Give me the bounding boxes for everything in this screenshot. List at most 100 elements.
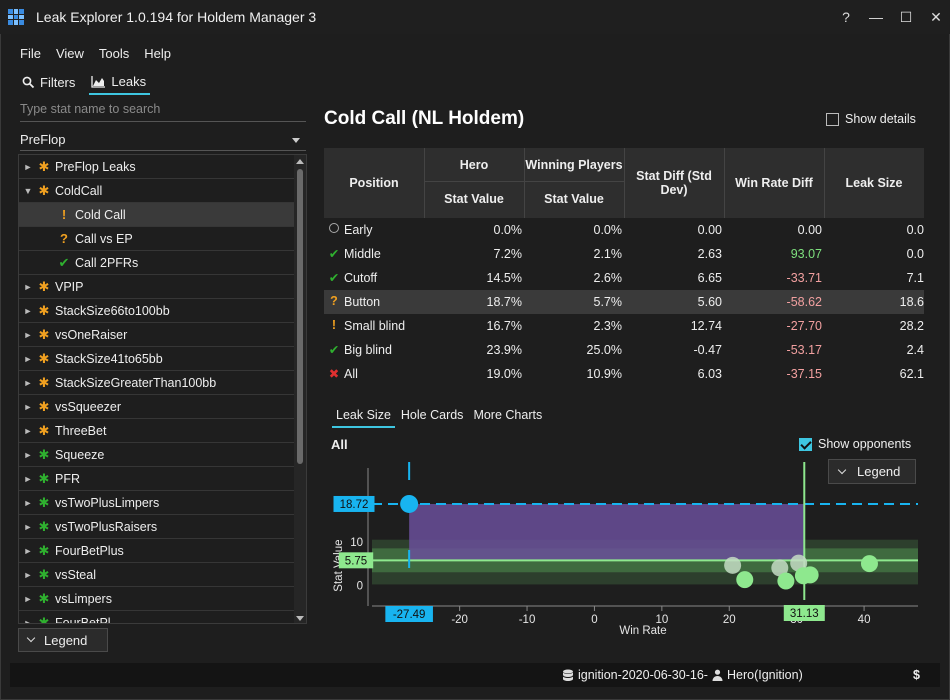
expand-arrow-icon[interactable]: ► xyxy=(23,617,33,624)
tree-item[interactable]: ► ✱ vsTwoPlusLimpers xyxy=(19,491,306,515)
table-row[interactable]: ✖ All 19.0% 10.9% 6.03 -37.15 62.1 xyxy=(324,362,924,386)
legend-button[interactable]: Legend xyxy=(18,628,108,652)
x-tick-label: 20 xyxy=(723,614,736,626)
opponent-point[interactable] xyxy=(777,572,795,590)
col-wr-diff[interactable]: Win Rate Diff xyxy=(735,176,813,190)
tree-item[interactable]: ► ✱ StackSizeGreaterThan100bb xyxy=(19,371,306,395)
expand-arrow-icon[interactable]: ► xyxy=(23,521,33,532)
chart-legend-button[interactable]: Legend xyxy=(828,459,916,484)
scroll-thumb[interactable] xyxy=(297,169,303,464)
expand-arrow-icon[interactable]: ► xyxy=(23,305,33,316)
winners-x-badge: 31.13 xyxy=(790,608,819,620)
expand-arrow-icon[interactable]: ► xyxy=(23,329,33,340)
tree-item[interactable]: ► ✱ vsSteal xyxy=(19,563,306,587)
expand-arrow-icon[interactable]: ► xyxy=(23,377,33,388)
hero-point[interactable] xyxy=(400,494,419,513)
category-dropdown[interactable]: PreFlop xyxy=(20,129,306,151)
expand-arrow-icon[interactable]: ► xyxy=(23,545,33,556)
table-row[interactable]: ✔ Middle 7.2% 2.1% 2.63 93.07 0.0 xyxy=(324,242,924,266)
tree-scrollbar[interactable] xyxy=(294,155,306,623)
col-winners-stat[interactable]: Stat Value xyxy=(544,192,604,206)
star-icon: ✱ xyxy=(38,614,50,624)
table-row[interactable]: ✔ Cutoff 14.5% 2.6% 6.65 -33.71 7.1 xyxy=(324,266,924,290)
tree-item[interactable]: ► ✱ vsOneRaiser xyxy=(19,323,306,347)
tree-item[interactable]: ▼ ✱ ColdCall xyxy=(19,179,306,203)
tree-item-label: Squeeze xyxy=(55,447,105,462)
tab-leaks[interactable]: Leaks xyxy=(89,72,151,95)
x-tick-label: -10 xyxy=(519,614,536,626)
scroll-up-icon[interactable] xyxy=(296,159,304,164)
cell-hero-stat: 23.9% xyxy=(486,343,522,357)
expand-arrow-icon[interactable]: ► xyxy=(23,401,33,412)
tree-item[interactable]: ► ✱ PFR xyxy=(19,467,306,491)
hero-x-badge: -27.49 xyxy=(393,609,426,621)
table-row[interactable]: ? Button 18.7% 5.7% 5.60 -58.62 18.6 xyxy=(324,290,924,314)
table-row[interactable]: ✔ Big blind 23.9% 25.0% -0.47 -53.17 2.4 xyxy=(324,338,924,362)
show-details-checkbox[interactable]: Show details xyxy=(826,112,916,126)
tree-item[interactable]: ► ✱ StackSize41to65bb xyxy=(19,347,306,371)
tree-item[interactable]: ! Cold Call xyxy=(19,203,306,227)
expand-arrow-icon[interactable]: ► xyxy=(23,593,33,604)
opponent-point[interactable] xyxy=(860,555,878,573)
expand-arrow-icon[interactable]: ► xyxy=(23,353,33,364)
status-database[interactable]: ignition-2020-06-30-16- xyxy=(562,668,708,682)
app-logo-icon xyxy=(8,9,24,25)
tree-item[interactable]: ► ✱ vsLimpers xyxy=(19,587,306,611)
opponent-point[interactable] xyxy=(724,556,742,574)
tree-item[interactable]: ► ✱ VPIP xyxy=(19,275,306,299)
stat-search-input[interactable]: Type stat name to search xyxy=(20,100,306,122)
tree-item[interactable]: ► ✱ StackSize66to100bb xyxy=(19,299,306,323)
col-stat-diff[interactable]: Stat Diff (Std Dev) xyxy=(636,169,712,197)
tree-item[interactable]: ► ✱ Squeeze xyxy=(19,443,306,467)
leak-tree: ► ✱ PreFlop Leaks ▼ ✱ ColdCall! Cold Call? Call… xyxy=(18,154,307,624)
tab-more-charts[interactable]: More Charts xyxy=(473,408,543,422)
col-leak-size[interactable]: Leak Size xyxy=(845,176,903,190)
expand-arrow-icon[interactable]: ► xyxy=(23,497,33,508)
tree-item-label: FourBetPlus xyxy=(55,543,124,558)
tree-item[interactable]: ► ✱ vsSqueezer xyxy=(19,395,306,419)
menu-file[interactable]: File xyxy=(20,46,41,61)
opponent-point[interactable] xyxy=(771,559,789,577)
tree-item[interactable]: ✔ Call 2PFRs xyxy=(19,251,306,275)
opponent-point[interactable] xyxy=(801,566,819,584)
cell-position: Small blind xyxy=(344,319,406,333)
cell-hero-stat: 19.0% xyxy=(486,367,522,381)
menu-view[interactable]: View xyxy=(55,46,84,61)
opponent-point[interactable] xyxy=(736,571,754,589)
tree-item[interactable]: ► ✱ PreFlop Leaks xyxy=(19,155,306,179)
menu-tools[interactable]: Tools xyxy=(98,46,130,61)
maximize-button[interactable]: ☐ xyxy=(899,8,913,25)
table-row[interactable]: ! Small blind 16.7% 2.3% 12.74 -27.70 28.2 xyxy=(324,314,924,338)
expand-arrow-icon[interactable]: ► xyxy=(23,569,33,580)
cell-wr-diff: -37.15 xyxy=(786,367,822,381)
minimize-button[interactable]: — xyxy=(869,9,883,25)
tree-item[interactable]: ► ✱ FourBetPlus xyxy=(19,539,306,563)
scroll-down-icon[interactable] xyxy=(296,616,304,621)
tree-item[interactable]: ► ✱ FourBetPl xyxy=(19,611,306,624)
chart-legend-label: Legend xyxy=(857,464,901,479)
expand-arrow-icon[interactable]: ► xyxy=(23,449,33,460)
warning-icon: ! xyxy=(331,318,337,332)
table-row[interactable]: Early 0.0% 0.0% 0.00 0.00 0.0 xyxy=(324,218,924,242)
star-icon: ✱ xyxy=(38,398,50,414)
help-button[interactable]: ? xyxy=(842,9,850,25)
tree-item[interactable]: ? Call vs EP xyxy=(19,227,306,251)
expand-arrow-icon[interactable]: ► xyxy=(23,425,33,436)
close-button[interactable]: ✕ xyxy=(930,8,942,25)
expand-arrow-icon[interactable]: ► xyxy=(23,161,33,172)
currency-icon[interactable]: $ xyxy=(913,668,920,682)
cell-stat-diff: 12.74 xyxy=(690,319,722,333)
tree-item[interactable]: ► ✱ vsTwoPlusRaisers xyxy=(19,515,306,539)
expanded-arrow-icon[interactable]: ▼ xyxy=(23,185,33,196)
expand-arrow-icon[interactable]: ► xyxy=(23,281,33,292)
status-user[interactable]: Hero(Ignition) xyxy=(712,668,803,682)
expand-arrow-icon[interactable]: ► xyxy=(23,473,33,484)
show-opponents-checkbox[interactable]: Show opponents xyxy=(799,437,911,451)
tab-filters[interactable]: Filters xyxy=(20,72,79,95)
menu-help[interactable]: Help xyxy=(144,46,172,61)
col-position[interactable]: Position xyxy=(349,176,399,190)
tab-hole-cards[interactable]: Hole Cards xyxy=(400,408,464,422)
tree-item[interactable]: ► ✱ ThreeBet xyxy=(19,419,306,443)
col-hero-stat[interactable]: Stat Value xyxy=(444,192,504,206)
tab-leak-size[interactable]: Leak Size xyxy=(332,408,395,428)
